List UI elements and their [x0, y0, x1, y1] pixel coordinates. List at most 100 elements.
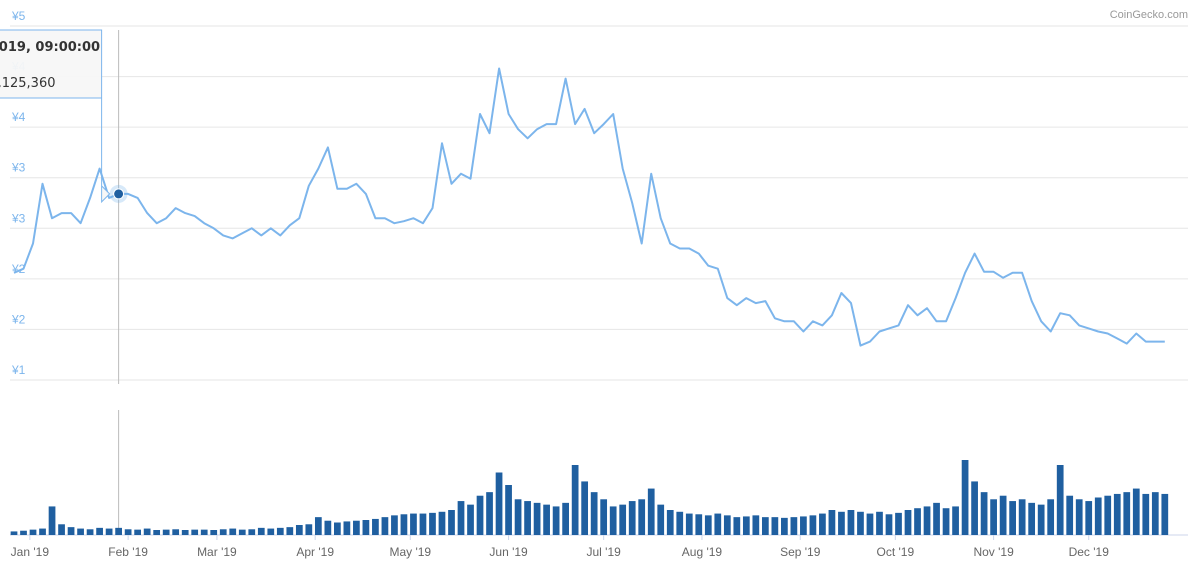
volume-bar — [923, 506, 931, 535]
volume-bar — [552, 506, 560, 535]
volume-bar — [600, 499, 608, 535]
volume-bar — [200, 529, 208, 535]
volume-bar — [96, 527, 103, 535]
volume-bar — [1142, 493, 1150, 535]
volume-bar — [238, 529, 246, 535]
volume-bar — [391, 515, 398, 535]
volume-bar — [733, 517, 741, 535]
volume-bar — [124, 529, 132, 535]
volume-bar — [914, 508, 921, 535]
x-tick-label: Jan '19 — [11, 545, 50, 559]
volume-bar — [590, 492, 598, 535]
x-tick-label: Apr '19 — [296, 545, 334, 559]
volume-bar — [105, 528, 113, 535]
volume-bar — [1094, 497, 1102, 535]
volume-bar — [58, 524, 65, 535]
hover-point — [113, 188, 125, 200]
volume-bar — [486, 492, 493, 535]
volume-bar — [657, 504, 665, 535]
volume-bar — [48, 506, 56, 535]
y-tick-label: ¥4 — [11, 110, 26, 124]
volume-bar — [305, 524, 313, 535]
volume-bar — [429, 512, 436, 535]
y-tick-label: ¥3 — [11, 161, 26, 175]
volume-bar — [257, 527, 265, 535]
volume-bar — [162, 529, 170, 535]
y-tick-label: ¥1 — [11, 363, 26, 377]
volume-bar — [172, 529, 180, 535]
volume-bar — [876, 511, 883, 535]
tooltip: Mon 03 Jun 2019, 09:00:00Price:¥4Vol:¥17… — [0, 29, 111, 204]
volume-bar — [790, 517, 798, 535]
x-tick-label: May '19 — [389, 545, 431, 559]
volume-bar — [1113, 493, 1121, 535]
volume-bar — [134, 529, 142, 535]
volume-bar — [714, 513, 722, 535]
volume-bar — [229, 528, 237, 535]
volume-bar — [771, 517, 779, 535]
volume-bar — [1018, 499, 1026, 535]
volume-bar — [1009, 501, 1017, 535]
volume-bar — [543, 504, 550, 535]
volume-bar — [723, 515, 731, 535]
volume-bar — [1132, 488, 1140, 535]
volume-bar — [752, 515, 760, 535]
volume-bar — [514, 499, 522, 535]
x-tick-label: Dec '19 — [1069, 545, 1110, 559]
volume-bar — [704, 515, 712, 535]
tooltip-date: Mon 03 Jun 2019, 09:00:00 — [0, 40, 100, 55]
volume-bar — [990, 499, 997, 535]
volume-bar — [847, 510, 855, 535]
volume-bar — [533, 502, 541, 535]
volume-bar — [1123, 492, 1131, 535]
volume-bar — [952, 506, 959, 535]
volume-bar — [372, 518, 379, 535]
volume-bar — [628, 501, 636, 535]
volume-bar — [581, 481, 589, 535]
volume-bar — [676, 511, 684, 535]
volume-bar — [961, 460, 969, 535]
volume-bar — [761, 517, 769, 535]
volume-bar — [1104, 495, 1112, 535]
volume-bar — [980, 492, 988, 535]
y-tick-label: ¥5 — [11, 9, 26, 23]
volume-bar — [904, 510, 912, 535]
volume-bar — [638, 499, 646, 535]
volume-bar — [1151, 492, 1159, 535]
volume-bar — [562, 502, 569, 535]
volume-bar — [885, 514, 893, 535]
volume-bar — [286, 527, 294, 535]
volume-bar — [609, 506, 617, 535]
x-tick-label: Nov '19 — [973, 545, 1014, 559]
volume-bar — [828, 510, 836, 535]
volume-bar — [457, 501, 465, 535]
volume-bar — [619, 504, 627, 535]
volume-bar — [819, 513, 826, 535]
volume-bar — [571, 465, 579, 535]
y-tick-label: ¥3 — [11, 211, 26, 225]
y-tick-label: ¥2 — [11, 312, 26, 326]
volume-bar — [971, 481, 978, 535]
volume-bar — [181, 530, 189, 535]
volume-bar — [800, 516, 807, 535]
volume-bar — [77, 528, 84, 535]
x-tick-label: Mar '19 — [197, 545, 237, 559]
volume-bar — [324, 520, 332, 535]
volume-bar — [295, 525, 303, 535]
volume-bar — [742, 516, 750, 535]
x-tick-label: Aug '19 — [682, 545, 723, 559]
volume-bar — [647, 488, 655, 535]
volume-bar — [10, 531, 18, 535]
volume-bar — [314, 517, 322, 535]
volume-bar — [857, 511, 864, 535]
volume-bar — [495, 472, 503, 535]
x-tick-label: Oct '19 — [877, 545, 915, 559]
volume-bar — [248, 529, 256, 535]
vol-value: ¥175,365,125,360 — [0, 76, 55, 91]
volume-bar — [353, 520, 360, 535]
volume-bar — [999, 495, 1007, 535]
volume-bar — [1085, 501, 1093, 535]
volume-bar — [476, 495, 484, 535]
x-tick-label: Sep '19 — [780, 545, 821, 559]
